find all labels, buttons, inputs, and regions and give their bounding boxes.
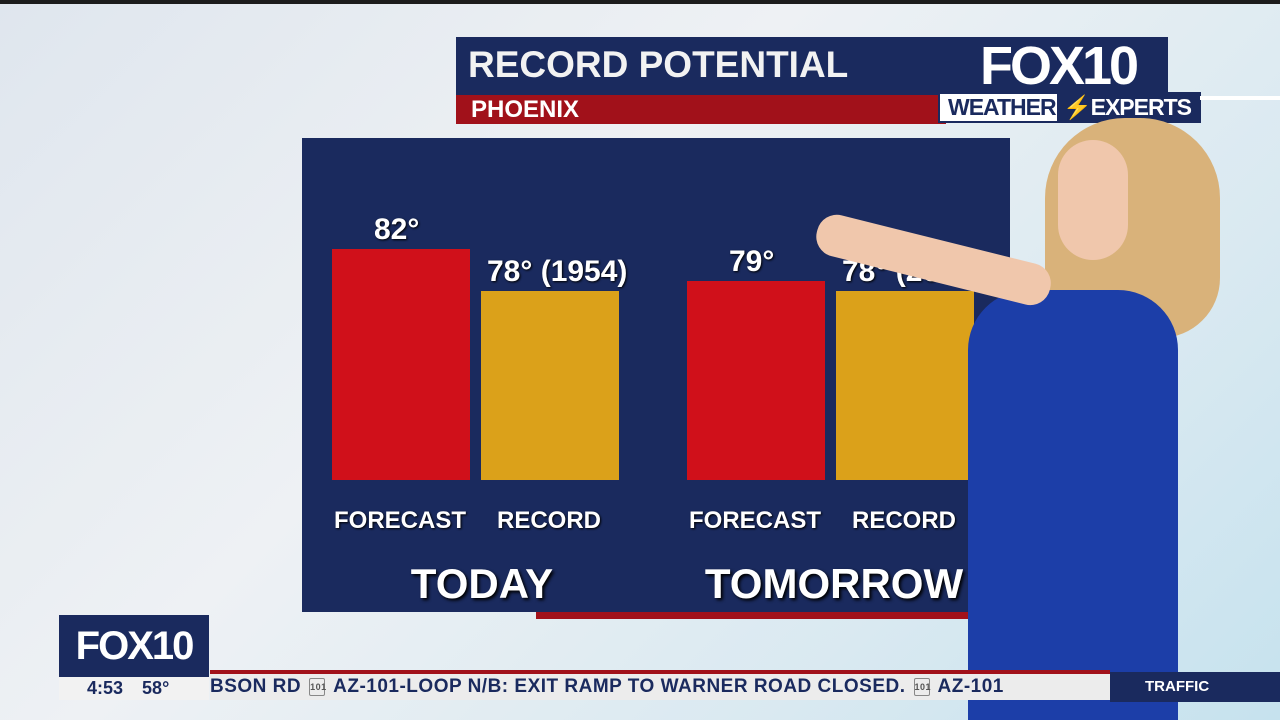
news-ticker: BSON RD 101 AZ-101-LOOP N/B: EXIT RAMP TO … [210,674,1110,700]
value-label: 78° (1954) [487,255,628,288]
graphic-title: RECORD POTENTIAL [468,44,849,85]
category-label: RECORD [851,507,956,534]
brand-right-text: EXPERTS [1090,94,1192,120]
brand-right: ⚡EXPERTS [1056,94,1199,121]
time: 4:53 [87,678,124,698]
category-label: FORECAST [334,507,466,534]
weather-experts-logo: WEATHER ⚡EXPERTS [938,92,1201,123]
ticker-segment: AZ-101-LOOP N/B: EXIT RAMP TO WARNER ROA… [333,676,906,697]
decorative-line [1200,96,1280,100]
highway-shield-icon: 101 [309,677,326,696]
group-label: TODAY [410,560,554,607]
bar-forecast [687,280,825,480]
top-border [0,0,1280,4]
temperature: 58° [142,678,170,698]
ticker-segment: AZ-101 [937,676,1004,697]
category-label: RECORD [496,507,601,534]
title-banner [456,37,1168,95]
brand-left: WEATHER [948,94,1057,120]
category-label: FORECAST [689,507,821,534]
time-temp: 4:53 58° [59,677,209,700]
ticker-category: TRAFFIC [1110,672,1280,702]
group-label: TOMORROW [704,560,964,607]
value-label: 79° [729,244,775,278]
ticker-segment: BSON RD [210,676,302,697]
panel-accent [536,612,976,619]
fox10-logo: FOX10 [980,36,1139,96]
highway-shield-icon: 101 [913,677,931,696]
ticker-accent [210,670,1110,674]
bar-forecast [332,249,470,480]
station-bug: FOX10 [59,615,209,677]
bar-record [481,291,619,480]
location-banner [456,95,946,124]
presenter-face [1058,140,1128,260]
presenter [968,290,1178,720]
bar-record [836,291,974,480]
location-label: PHOENIX [471,96,580,123]
value-label: 82° [374,213,420,246]
